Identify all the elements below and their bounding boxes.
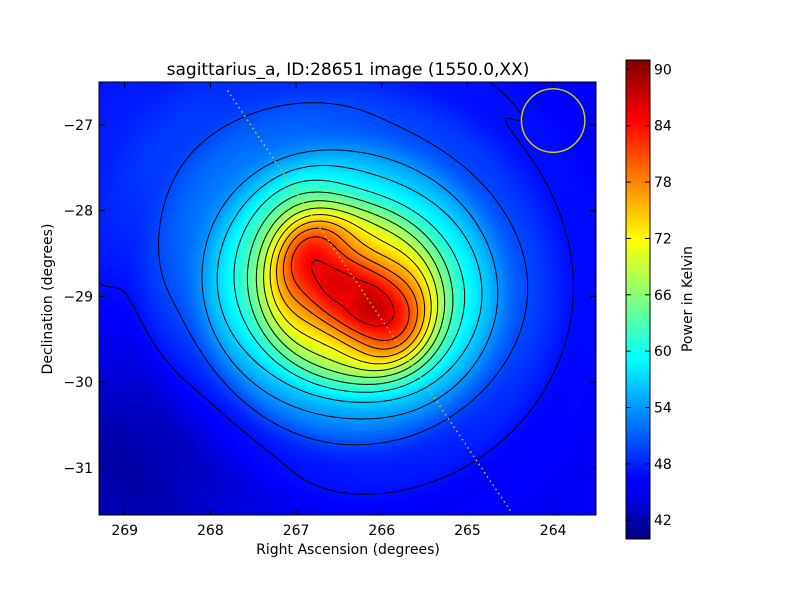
contour-level [99,82,574,495]
plot-frame [98,81,597,516]
colorbar-tick-label: 60 [654,344,672,360]
colorbar-label: Power in Kelvin [680,246,696,352]
contour-level [246,191,454,385]
colorbar-tick-label: 42 [654,513,672,529]
colorbar-ticks: 42 48 54 60 66 72 78 84 90 [626,62,672,529]
contour-level [290,236,410,341]
contour-level [255,200,446,378]
colorbar-tick-label: 78 [654,175,672,191]
chart-title: sagittarius_a, ID:28651 image (1550.0,XX… [167,60,530,80]
x-tick-label: 269 [111,523,138,539]
y-axis-label: Declination (degrees) [40,224,56,375]
colorbar-tick-label: 54 [654,401,672,417]
contour-level [282,227,418,350]
plot-area [98,81,597,516]
y-tick-label: −30 [63,375,93,391]
contour-level [158,102,529,446]
colorbar-tick-label: 48 [654,457,672,473]
x-axis-label: Right Ascension (degrees) [256,542,440,558]
colorbar: 42 48 54 60 66 72 78 84 90 Power in Kelvin [625,59,696,540]
x-tick-label: 264 [540,523,567,539]
contour-level [233,179,466,393]
heatmap-image [99,82,596,515]
y-tick-label: −31 [63,461,93,477]
contour-level [269,214,432,365]
x-axis: 269 268 267 266 265 264 [111,82,567,539]
x-tick-label: 267 [283,523,310,539]
y-tick-label: −27 [63,118,93,134]
contour-level [201,149,499,420]
x-tick-label: 268 [197,523,224,539]
contour-level [263,207,439,372]
x-tick-label: 265 [454,523,481,539]
y-tick-label: −28 [63,204,93,220]
contour-level [276,220,426,358]
contour-lines [99,82,574,495]
contour-level [310,259,395,327]
colorbar-tick-label: 84 [654,119,672,135]
contour-level [216,165,483,403]
colorbar-tick-label: 72 [654,231,672,247]
y-tick-label: −29 [63,289,93,305]
colorbar-tick-label: 90 [654,62,672,78]
x-tick-label: 266 [368,523,395,539]
beam-circle [520,88,586,154]
y-axis: −27 −28 −29 −30 −31 [63,118,596,477]
colorbar-gradient [625,59,651,540]
colorbar-tick-label: 66 [654,288,672,304]
